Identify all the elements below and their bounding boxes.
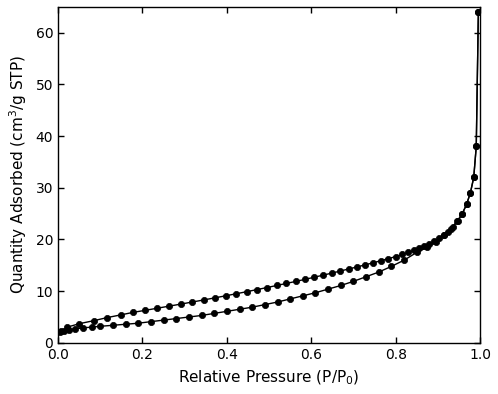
Y-axis label: Quantity Adsorbed (cm$^3$/g STP): Quantity Adsorbed (cm$^3$/g STP) <box>7 56 29 294</box>
X-axis label: Relative Pressure (P/P$_0$): Relative Pressure (P/P$_0$) <box>178 369 360 387</box>
